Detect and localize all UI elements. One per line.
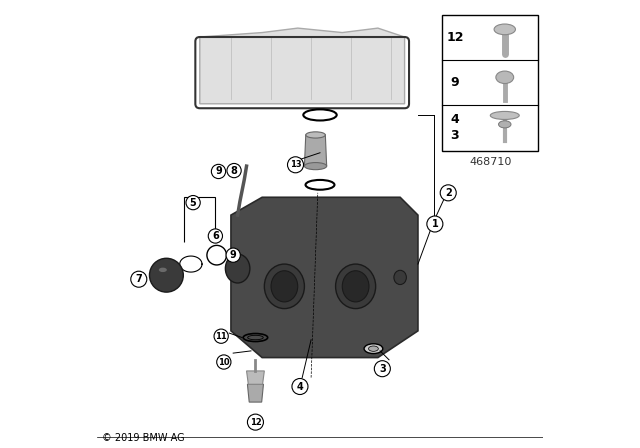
Text: 9: 9 [215, 167, 222, 177]
Polygon shape [248, 384, 264, 402]
Circle shape [186, 195, 200, 210]
Polygon shape [246, 371, 264, 384]
Text: 7: 7 [136, 274, 142, 284]
Circle shape [248, 414, 264, 430]
Text: 4: 4 [451, 112, 460, 125]
Circle shape [227, 164, 241, 178]
Text: 12: 12 [446, 31, 463, 44]
Ellipse shape [499, 121, 511, 128]
Text: © 2019 BMW AG: © 2019 BMW AG [102, 433, 184, 443]
Ellipse shape [364, 344, 383, 353]
Text: 1: 1 [431, 219, 438, 229]
Text: 10: 10 [218, 358, 230, 366]
Text: 2: 2 [445, 188, 452, 198]
Text: 11: 11 [215, 332, 227, 340]
Ellipse shape [369, 346, 378, 351]
Ellipse shape [271, 271, 298, 302]
Text: 4: 4 [296, 382, 303, 392]
Circle shape [150, 258, 183, 292]
Text: 468710: 468710 [469, 157, 511, 167]
Ellipse shape [306, 132, 325, 138]
Circle shape [217, 355, 231, 369]
Ellipse shape [342, 271, 369, 302]
Polygon shape [200, 28, 404, 104]
Circle shape [427, 216, 443, 232]
Text: 9: 9 [230, 250, 237, 260]
Ellipse shape [494, 24, 515, 34]
Circle shape [226, 248, 240, 262]
Text: 3: 3 [379, 364, 386, 374]
Circle shape [292, 379, 308, 395]
Ellipse shape [496, 71, 514, 83]
Ellipse shape [394, 270, 406, 284]
Text: 6: 6 [212, 231, 219, 241]
Circle shape [211, 164, 226, 179]
Circle shape [440, 185, 456, 201]
Circle shape [208, 229, 223, 243]
Text: 13: 13 [290, 160, 301, 169]
Text: 8: 8 [230, 166, 237, 176]
Text: 9: 9 [451, 76, 460, 89]
Bar [442, 15, 538, 151]
Ellipse shape [335, 264, 376, 309]
Text: 3: 3 [451, 129, 460, 142]
Circle shape [214, 329, 228, 343]
Text: 5: 5 [189, 198, 196, 207]
Circle shape [131, 271, 147, 287]
Circle shape [374, 361, 390, 377]
Text: 12: 12 [250, 418, 261, 426]
Polygon shape [305, 135, 326, 166]
Ellipse shape [490, 112, 519, 120]
Polygon shape [231, 197, 418, 358]
Ellipse shape [305, 163, 326, 170]
Ellipse shape [264, 264, 305, 309]
Circle shape [287, 157, 303, 173]
Ellipse shape [159, 267, 167, 272]
Ellipse shape [225, 254, 250, 283]
